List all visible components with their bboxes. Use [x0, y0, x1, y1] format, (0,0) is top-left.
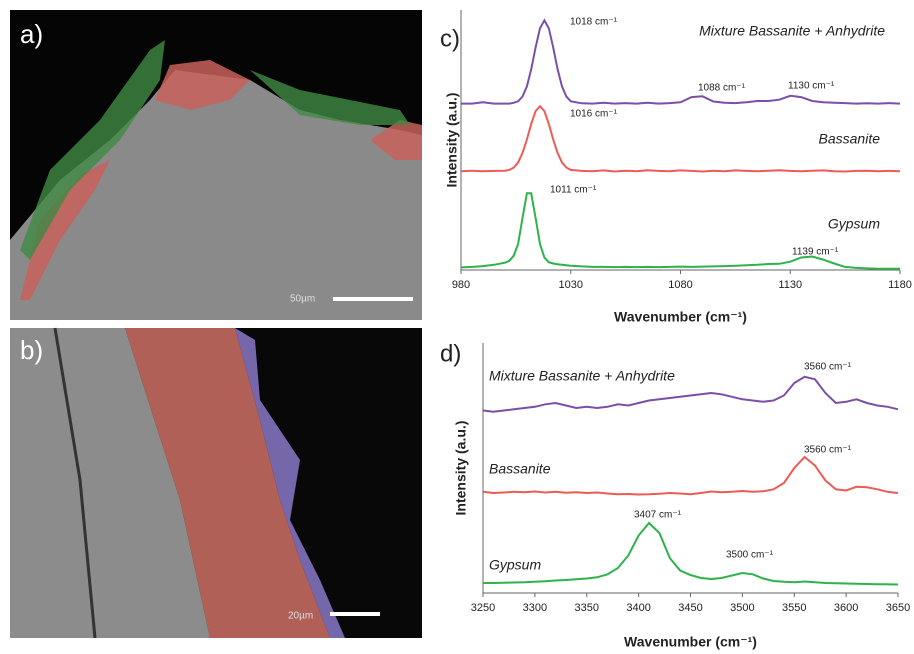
series-label: Mixture Bassanite + Anhydrite	[489, 368, 675, 384]
x-tick-label: 3500	[730, 602, 754, 614]
x-tick-label: 3650	[886, 602, 910, 614]
spectrum-line	[482, 455, 899, 496]
series-label: Gypsum	[489, 557, 541, 573]
image-b: b) 20µm	[10, 327, 422, 639]
spectrum-line	[460, 192, 900, 270]
x-tick-label: 980	[452, 279, 470, 291]
peak-label: 1088 cm⁻¹	[698, 83, 746, 94]
panel-label: b)	[20, 335, 43, 365]
y-axis-title: Intensity (a.u.)	[444, 93, 460, 188]
x-tick-label: 3300	[523, 602, 547, 614]
peak-label: 1139 cm⁻¹	[792, 247, 839, 258]
x-tick-label: 1080	[668, 279, 692, 291]
peak-label: 1011 cm⁻¹	[550, 185, 597, 196]
peak-label: 3500 cm⁻¹	[726, 550, 774, 561]
peak-label: 3407 cm⁻¹	[634, 510, 682, 521]
x-axis-title: Wavenumber (cm⁻¹)	[614, 309, 747, 325]
peak-label: 1130 cm⁻¹	[788, 81, 835, 92]
spectrum-line	[483, 521, 899, 586]
peak-label: 1018 cm⁻¹	[570, 17, 618, 28]
x-tick-label: 3450	[678, 602, 702, 614]
series-label: Bassanite	[819, 131, 881, 147]
panel-label: a)	[20, 19, 43, 49]
spectrum-line	[482, 375, 899, 413]
x-tick-label: 3350	[575, 602, 599, 614]
peak-label: 3560 cm⁻¹	[804, 362, 852, 373]
x-tick-label: 3250	[471, 602, 495, 614]
panel-label: c)	[440, 25, 460, 52]
scale-bar-label: 50µm	[290, 294, 315, 305]
panel-label: d)	[440, 340, 461, 367]
spectrum-line	[460, 104, 901, 173]
peak-label: 1016 cm⁻¹	[570, 109, 618, 120]
x-tick-label: 1030	[559, 279, 583, 291]
x-tick-label: 1130	[778, 279, 802, 291]
series-label: Gypsum	[828, 216, 880, 232]
spectrum-line	[461, 18, 901, 105]
y-axis-title: Intensity (a.u.)	[453, 421, 469, 516]
series-label: Mixture Bassanite + Anhydrite	[699, 23, 885, 39]
scale-bar-label: 20µm	[288, 611, 313, 622]
image-a: a) 50µm	[10, 10, 422, 320]
x-tick-label: 3400	[626, 602, 650, 614]
x-tick-label: 3550	[782, 602, 806, 614]
peak-label: 3560 cm⁻¹	[804, 445, 852, 456]
series-label: Bassanite	[489, 461, 551, 477]
x-tick-label: 3600	[834, 602, 858, 614]
x-axis-title: Wavenumber (cm⁻¹)	[624, 634, 757, 650]
x-tick-label: 1180	[888, 279, 912, 291]
